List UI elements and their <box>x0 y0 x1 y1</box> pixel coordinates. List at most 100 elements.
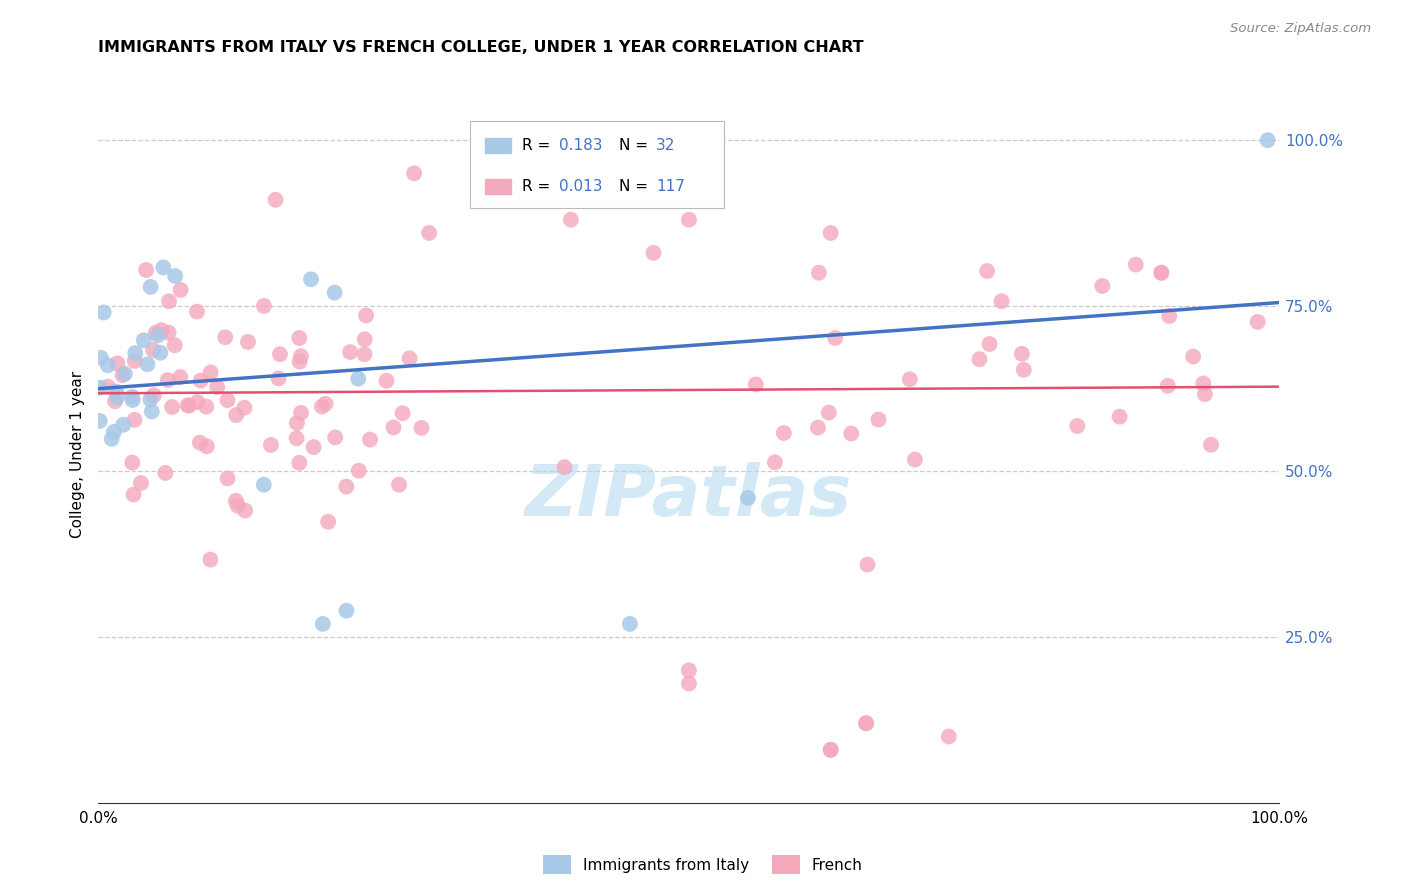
Point <box>855 716 877 731</box>
Point <box>89 381 111 395</box>
Point <box>979 337 1001 351</box>
Point <box>1247 315 1270 329</box>
Text: Source: ZipAtlas.com: Source: ZipAtlas.com <box>1230 22 1371 36</box>
Point <box>315 397 337 411</box>
Text: 0.013: 0.013 <box>560 178 603 194</box>
Point <box>122 487 145 501</box>
Point <box>253 299 276 313</box>
Point <box>195 439 218 453</box>
Point <box>339 345 361 359</box>
Point <box>121 390 143 404</box>
Point <box>225 408 247 422</box>
Point <box>969 352 991 367</box>
Point <box>105 384 128 399</box>
Point <box>1157 378 1180 392</box>
Point <box>145 326 167 340</box>
Point <box>121 456 143 470</box>
Point <box>1194 387 1216 401</box>
Point <box>288 331 311 345</box>
Point <box>169 283 191 297</box>
Point <box>177 399 200 413</box>
Point <box>868 412 890 426</box>
Point <box>1182 350 1205 364</box>
Point <box>347 372 370 386</box>
Point <box>157 326 180 340</box>
Point <box>236 334 259 349</box>
Point <box>165 268 187 283</box>
Point <box>839 426 862 441</box>
Point <box>169 370 191 384</box>
Point <box>124 413 146 427</box>
Point <box>375 374 398 388</box>
Bar <box>485 137 510 153</box>
Point <box>1125 258 1147 272</box>
Point <box>824 331 846 345</box>
Point <box>267 371 290 385</box>
Point <box>1159 309 1181 323</box>
Point <box>898 372 921 386</box>
Legend: Immigrants from Italy, French: Immigrants from Italy, French <box>537 849 869 880</box>
Point <box>136 357 159 371</box>
Point <box>285 416 308 430</box>
Text: R =: R = <box>523 137 555 153</box>
Text: N =: N = <box>619 137 654 153</box>
Point <box>772 425 794 440</box>
Point <box>643 245 665 260</box>
Point <box>163 338 186 352</box>
Text: ZIPatlas: ZIPatlas <box>526 462 852 531</box>
Point <box>97 379 120 393</box>
Point <box>418 226 440 240</box>
Point <box>938 730 960 744</box>
Text: IMMIGRANTS FROM ITALY VS FRENCH COLLEGE, UNDER 1 YEAR CORRELATION CHART: IMMIGRANTS FROM ITALY VS FRENCH COLLEGE,… <box>98 40 865 55</box>
Point <box>124 354 146 368</box>
Bar <box>485 178 510 194</box>
Point <box>233 401 256 415</box>
Point <box>323 430 346 444</box>
Point <box>1066 419 1088 434</box>
Point <box>359 433 381 447</box>
Point <box>195 400 218 414</box>
Point <box>976 264 998 278</box>
Point <box>347 464 370 478</box>
Point <box>302 440 325 454</box>
Point <box>100 432 122 446</box>
Point <box>190 374 212 388</box>
Point <box>155 466 177 480</box>
Point <box>264 193 287 207</box>
Point <box>1192 376 1215 391</box>
Point <box>217 471 239 485</box>
Point <box>856 558 879 572</box>
Point <box>269 347 291 361</box>
Point <box>299 272 322 286</box>
Point <box>105 390 128 404</box>
Point <box>139 392 162 407</box>
Point <box>678 663 700 677</box>
Point <box>200 365 222 379</box>
Point <box>160 400 183 414</box>
Point <box>217 393 239 408</box>
Point <box>353 332 375 346</box>
Point <box>678 676 700 690</box>
Point <box>142 343 165 357</box>
Point <box>807 266 830 280</box>
Point <box>260 438 283 452</box>
Point <box>111 368 134 383</box>
Point <box>226 499 249 513</box>
Point <box>200 552 222 566</box>
Point <box>290 349 312 363</box>
Point <box>737 491 759 505</box>
Point <box>112 417 135 432</box>
Point <box>1257 133 1279 147</box>
Text: 117: 117 <box>655 178 685 194</box>
Point <box>1012 363 1035 377</box>
Point <box>233 503 256 517</box>
Point <box>121 392 143 407</box>
Point <box>150 323 173 337</box>
Point <box>104 394 127 409</box>
Point <box>311 400 333 414</box>
Point <box>97 358 120 372</box>
Point <box>157 294 180 309</box>
Point <box>139 280 162 294</box>
Point <box>619 616 641 631</box>
Point <box>411 421 433 435</box>
